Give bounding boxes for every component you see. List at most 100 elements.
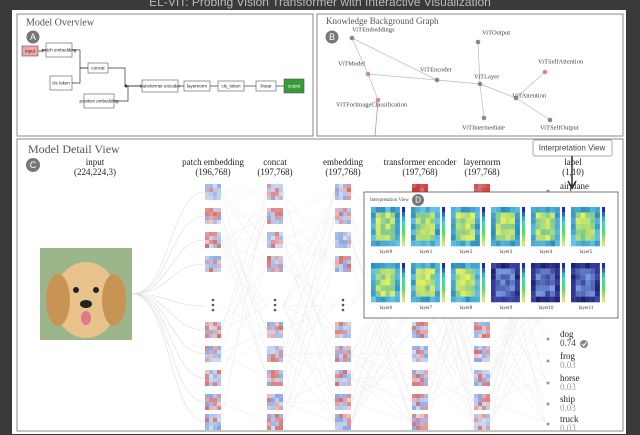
feature-map[interactable] (412, 370, 428, 386)
heatmap[interactable] (411, 263, 445, 303)
heatmap-cell (425, 207, 431, 213)
heatmap-cell (590, 263, 596, 269)
feature-pixel (343, 240, 347, 244)
feature-pixel (209, 212, 213, 216)
graph-node[interactable] (349, 35, 355, 41)
heatmap[interactable] (371, 263, 405, 303)
heatmap[interactable] (491, 207, 525, 247)
feature-map[interactable] (474, 394, 490, 410)
feature-map[interactable] (335, 256, 351, 272)
feature-map[interactable] (267, 394, 283, 410)
feature-map[interactable] (205, 322, 221, 338)
feature-map[interactable] (205, 256, 221, 272)
feature-map[interactable] (205, 208, 221, 224)
feature-map[interactable] (267, 232, 283, 248)
graph-node[interactable] (481, 115, 487, 121)
heatmap[interactable] (371, 207, 405, 247)
graph-node[interactable] (475, 39, 481, 45)
feature-pixel (420, 188, 424, 192)
heatmap-cell (555, 291, 560, 297)
feature-pixel (478, 330, 482, 334)
heatmap-cell (375, 218, 381, 224)
heatmap-cell (491, 207, 496, 213)
heatmap-cell (390, 235, 396, 241)
feature-pixel (335, 268, 339, 272)
graph-node[interactable] (365, 71, 371, 77)
feature-map[interactable] (335, 208, 351, 224)
heatmap-cell (550, 274, 556, 280)
graph-node[interactable] (434, 77, 440, 83)
heatmap[interactable] (451, 263, 485, 303)
graph-node[interactable] (513, 95, 519, 101)
heatmap-cell (510, 268, 516, 275)
feature-map[interactable] (267, 414, 283, 430)
heatmap[interactable] (571, 263, 605, 303)
feature-map[interactable] (267, 346, 283, 362)
feature-map[interactable] (267, 256, 283, 272)
graph-node[interactable] (375, 97, 381, 103)
feature-map[interactable] (267, 184, 283, 200)
feature-map[interactable] (474, 370, 490, 386)
feature-map[interactable] (205, 394, 221, 410)
flow-node[interactable] (141, 79, 179, 93)
feature-map[interactable] (474, 322, 490, 338)
heatmap-label: layer3 (500, 250, 513, 255)
flow-node[interactable] (49, 75, 73, 91)
feature-pixel (217, 256, 221, 260)
flow-node[interactable] (45, 42, 73, 58)
flow-node[interactable] (83, 93, 115, 109)
feature-map[interactable] (205, 232, 221, 248)
feature-pixel (420, 374, 424, 378)
feature-map[interactable] (267, 370, 283, 386)
feature-map[interactable] (335, 346, 351, 362)
graph-node-label: ViTEncoder (420, 66, 453, 73)
heatmap-cell (380, 223, 386, 230)
flow-node[interactable] (21, 45, 39, 57)
feature-map[interactable] (335, 370, 351, 386)
feature-map[interactable] (267, 322, 283, 338)
heatmap[interactable] (411, 207, 445, 247)
feature-map[interactable] (205, 346, 221, 362)
flow-node[interactable] (183, 80, 211, 92)
graph-node[interactable] (477, 81, 483, 87)
feature-map[interactable] (205, 414, 221, 430)
feature-map[interactable] (412, 394, 428, 410)
feature-map[interactable] (335, 232, 351, 248)
feature-map[interactable] (474, 346, 490, 362)
heatmap-cell (545, 229, 551, 236)
heatmap[interactable] (531, 207, 565, 247)
heatmap-cell (411, 218, 416, 224)
feature-map[interactable] (335, 414, 351, 430)
heatmap[interactable] (451, 207, 485, 247)
feature-pixel (343, 268, 347, 272)
heatmap[interactable] (531, 263, 565, 303)
flow-node[interactable] (87, 62, 109, 74)
heatmap-cell (531, 223, 536, 230)
feature-map[interactable] (412, 414, 428, 430)
heatmap-cell (590, 279, 596, 286)
button-label[interactable]: Interpretation View (539, 144, 606, 153)
graph-node[interactable] (547, 117, 553, 123)
heatmap[interactable] (491, 263, 525, 303)
flow-node[interactable] (255, 80, 277, 92)
feature-map[interactable] (267, 208, 283, 224)
feature-pixel (335, 402, 339, 406)
feature-pixel (339, 208, 343, 212)
feature-map[interactable] (474, 414, 490, 430)
graph-node[interactable] (542, 69, 548, 75)
feature-pixel (213, 350, 217, 354)
colorbar (402, 236, 405, 242)
heatmap[interactable] (571, 207, 605, 247)
feature-pixel (335, 418, 339, 422)
feature-map[interactable] (412, 322, 428, 338)
flow-node[interactable] (217, 80, 245, 92)
feature-map[interactable] (335, 184, 351, 200)
heatmap-cell (585, 235, 591, 241)
feature-map[interactable] (205, 370, 221, 386)
feature-map[interactable] (335, 394, 351, 410)
flow-node[interactable] (283, 78, 305, 94)
feature-map[interactable] (205, 184, 221, 200)
feature-map[interactable] (412, 346, 428, 362)
feature-map[interactable] (335, 322, 351, 338)
heatmap-cell (580, 207, 586, 213)
